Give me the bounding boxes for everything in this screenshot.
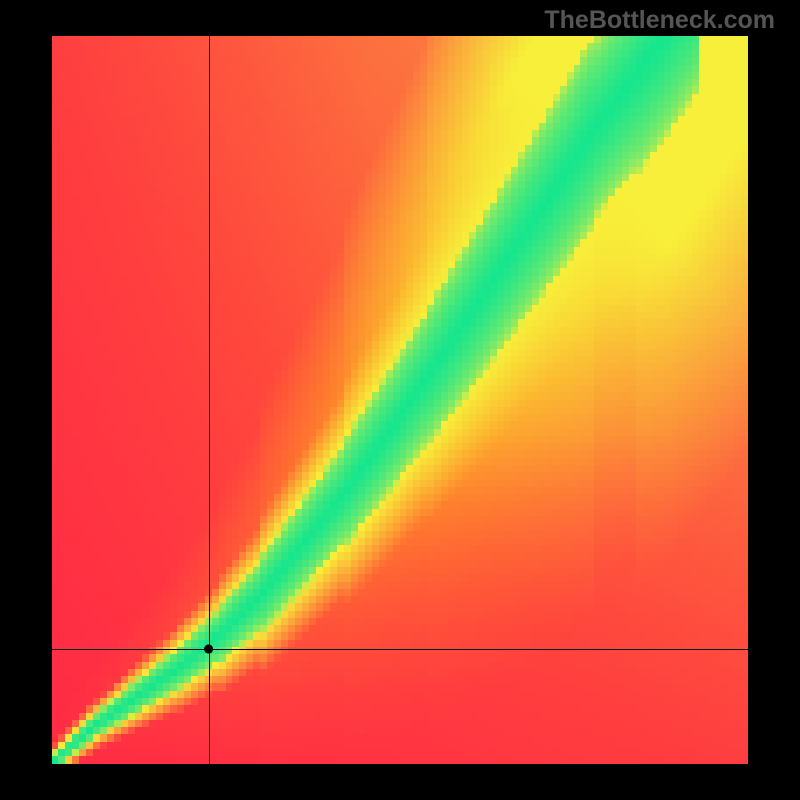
heatmap-canvas <box>52 36 748 764</box>
chart-frame <box>52 36 748 764</box>
watermark-label: TheBottleneck.com <box>544 6 775 35</box>
